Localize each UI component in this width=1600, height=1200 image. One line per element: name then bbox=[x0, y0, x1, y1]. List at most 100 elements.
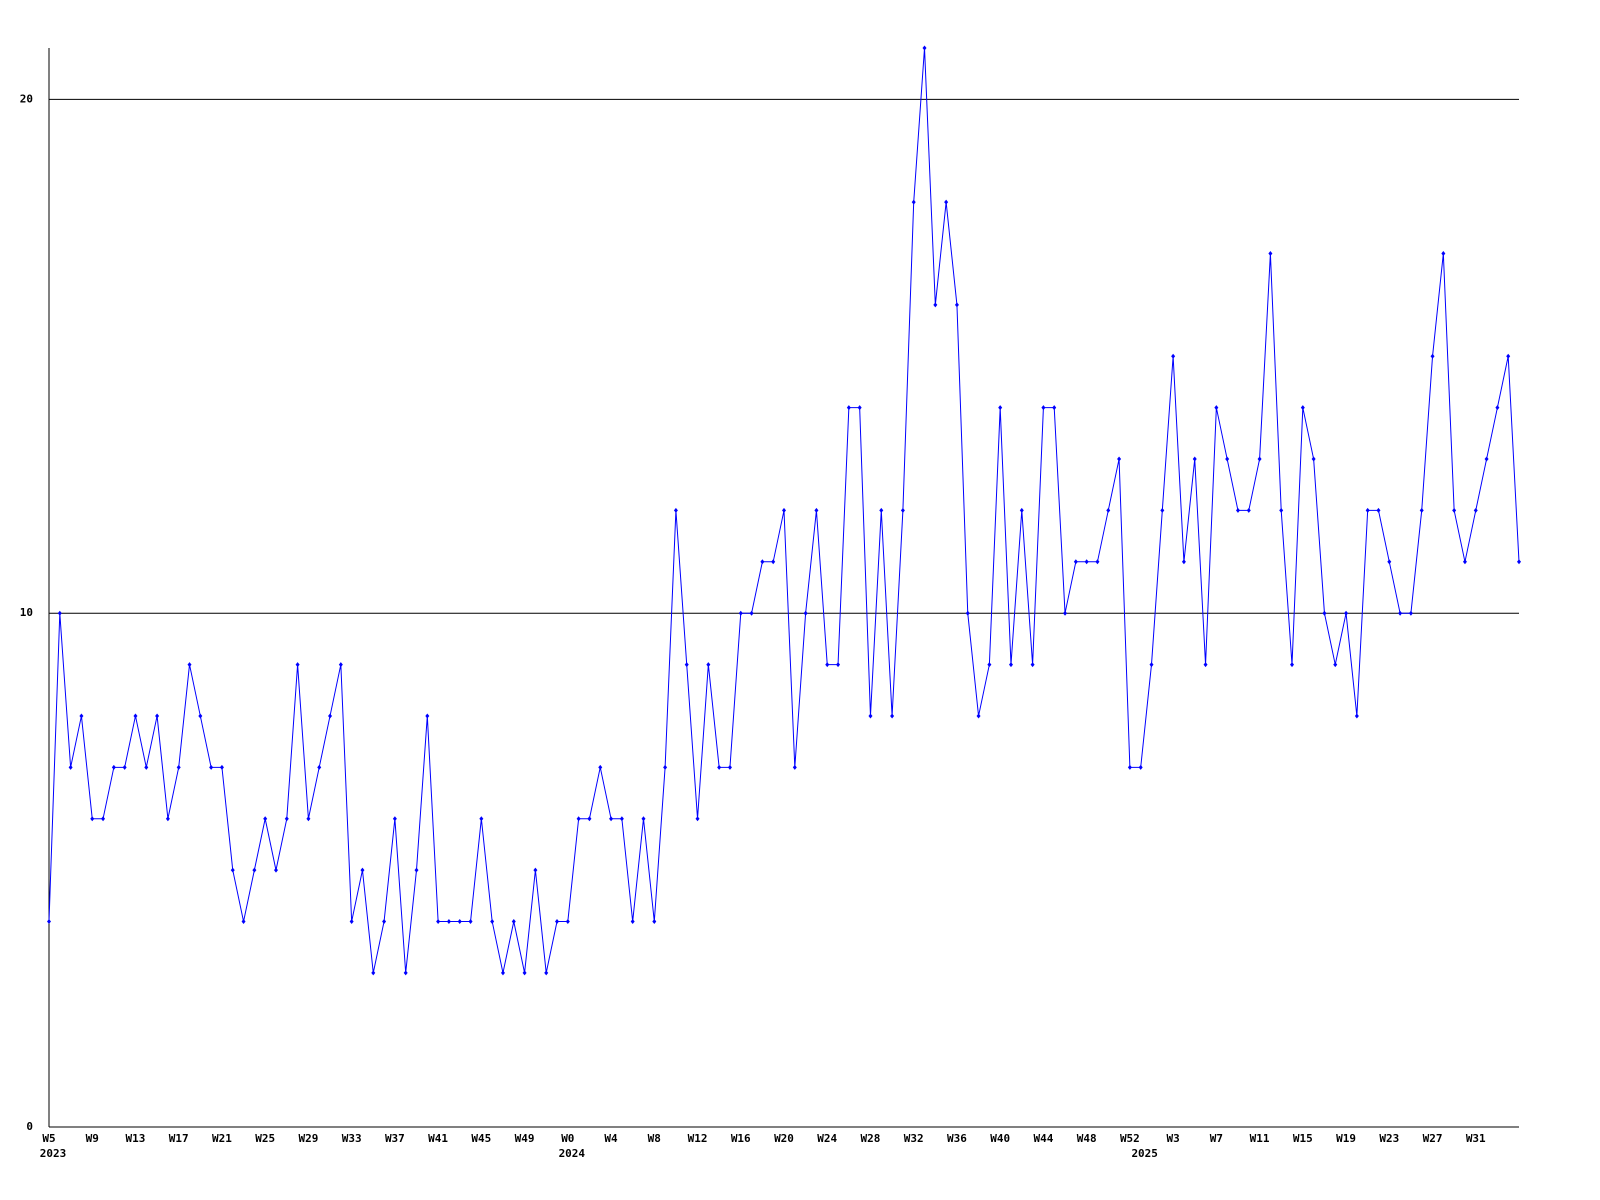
data-point bbox=[306, 816, 311, 822]
data-point bbox=[230, 867, 235, 873]
data-point bbox=[155, 713, 160, 719]
data-point bbox=[1452, 507, 1457, 513]
data-point bbox=[187, 662, 192, 668]
x-tick-label: W23 bbox=[1379, 1132, 1399, 1145]
x-tick-label: W4 bbox=[604, 1132, 618, 1145]
data-point bbox=[684, 662, 689, 668]
data-point bbox=[857, 405, 862, 411]
x-tick-label: W49 bbox=[515, 1132, 535, 1145]
data-point bbox=[295, 662, 300, 668]
data-point bbox=[663, 764, 668, 770]
data-point bbox=[468, 918, 473, 924]
data-point bbox=[1127, 764, 1132, 770]
data-point bbox=[1462, 559, 1467, 565]
x-tick-label: W45 bbox=[471, 1132, 491, 1145]
data-point bbox=[1149, 662, 1154, 668]
x-tick-label: W3 bbox=[1166, 1132, 1179, 1145]
data-point bbox=[338, 662, 343, 668]
x-tick-label: W9 bbox=[86, 1132, 99, 1145]
data-point bbox=[79, 713, 84, 719]
data-point bbox=[1257, 456, 1262, 462]
data-point bbox=[1473, 507, 1478, 513]
data-point bbox=[90, 816, 95, 822]
data-point bbox=[198, 713, 203, 719]
x-tick-label: W8 bbox=[648, 1132, 661, 1145]
x-tick-label: W24 bbox=[817, 1132, 837, 1145]
x-tick-label: W25 bbox=[255, 1132, 275, 1145]
data-point bbox=[284, 816, 289, 822]
data-point bbox=[47, 918, 51, 924]
data-point bbox=[954, 302, 959, 308]
x-tick-label: W21 bbox=[212, 1132, 232, 1145]
data-point bbox=[1160, 507, 1165, 513]
data-point bbox=[382, 918, 387, 924]
data-point bbox=[133, 713, 138, 719]
data-point bbox=[836, 662, 841, 668]
x-tick-label: W32 bbox=[904, 1132, 924, 1145]
data-point bbox=[846, 405, 851, 411]
x-tick-label: W17 bbox=[169, 1132, 189, 1145]
data-point bbox=[1398, 610, 1403, 616]
data-point bbox=[922, 45, 927, 51]
data-point bbox=[619, 816, 624, 822]
data-point bbox=[587, 816, 592, 822]
data-point bbox=[868, 713, 873, 719]
data-point bbox=[522, 970, 527, 976]
data-point bbox=[900, 507, 905, 513]
data-point bbox=[641, 816, 646, 822]
data-point bbox=[1106, 507, 1111, 513]
x-tick-label: W52 bbox=[1120, 1132, 1140, 1145]
data-point bbox=[630, 918, 635, 924]
x-tick-label: W29 bbox=[298, 1132, 318, 1145]
data-point bbox=[446, 918, 451, 924]
data-point bbox=[500, 970, 505, 976]
x-tick-label: W33 bbox=[342, 1132, 362, 1145]
year-label: 2024 bbox=[559, 1147, 586, 1160]
data-point bbox=[987, 662, 992, 668]
x-tick-label: W12 bbox=[688, 1132, 708, 1145]
data-point bbox=[1225, 456, 1230, 462]
data-point bbox=[576, 816, 581, 822]
data-point bbox=[1235, 507, 1240, 513]
data-point bbox=[317, 764, 322, 770]
data-point bbox=[1419, 507, 1424, 513]
data-point bbox=[825, 662, 830, 668]
data-point bbox=[1084, 559, 1089, 565]
data-point bbox=[490, 918, 495, 924]
data-point bbox=[165, 816, 170, 822]
data-point bbox=[1171, 353, 1176, 359]
data-point bbox=[360, 867, 365, 873]
data-point bbox=[1376, 507, 1381, 513]
data-point bbox=[1052, 405, 1057, 411]
x-tick-label: W44 bbox=[1033, 1132, 1053, 1145]
data-point bbox=[209, 764, 214, 770]
year-label: 2023 bbox=[40, 1147, 67, 1160]
data-point bbox=[144, 764, 149, 770]
data-point bbox=[695, 816, 700, 822]
data-point bbox=[392, 816, 397, 822]
data-point bbox=[57, 610, 62, 616]
data-point bbox=[1517, 559, 1521, 565]
data-point bbox=[1073, 559, 1078, 565]
data-point bbox=[1138, 764, 1143, 770]
data-point bbox=[425, 713, 430, 719]
data-point bbox=[1387, 559, 1392, 565]
data-point bbox=[414, 867, 419, 873]
data-point bbox=[890, 713, 895, 719]
data-point bbox=[717, 764, 722, 770]
data-point bbox=[1354, 713, 1359, 719]
data-point bbox=[1300, 405, 1305, 411]
x-tick-label: W5 bbox=[42, 1132, 55, 1145]
x-tick-label: W11 bbox=[1250, 1132, 1270, 1145]
data-point bbox=[565, 918, 570, 924]
data-point bbox=[814, 507, 819, 513]
x-tick-label: W48 bbox=[1077, 1132, 1097, 1145]
data-point bbox=[1192, 456, 1197, 462]
data-point bbox=[706, 662, 711, 668]
x-tick-label: W28 bbox=[861, 1132, 881, 1145]
x-tick-label: W40 bbox=[990, 1132, 1010, 1145]
data-point bbox=[241, 918, 246, 924]
x-tick-label: W37 bbox=[385, 1132, 405, 1145]
x-tick-label: W16 bbox=[731, 1132, 751, 1145]
data-point bbox=[1365, 507, 1370, 513]
